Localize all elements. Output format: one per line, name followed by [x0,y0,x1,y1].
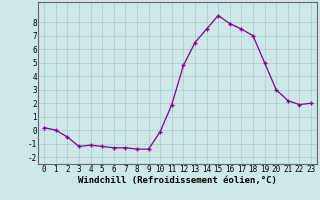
X-axis label: Windchill (Refroidissement éolien,°C): Windchill (Refroidissement éolien,°C) [78,176,277,185]
